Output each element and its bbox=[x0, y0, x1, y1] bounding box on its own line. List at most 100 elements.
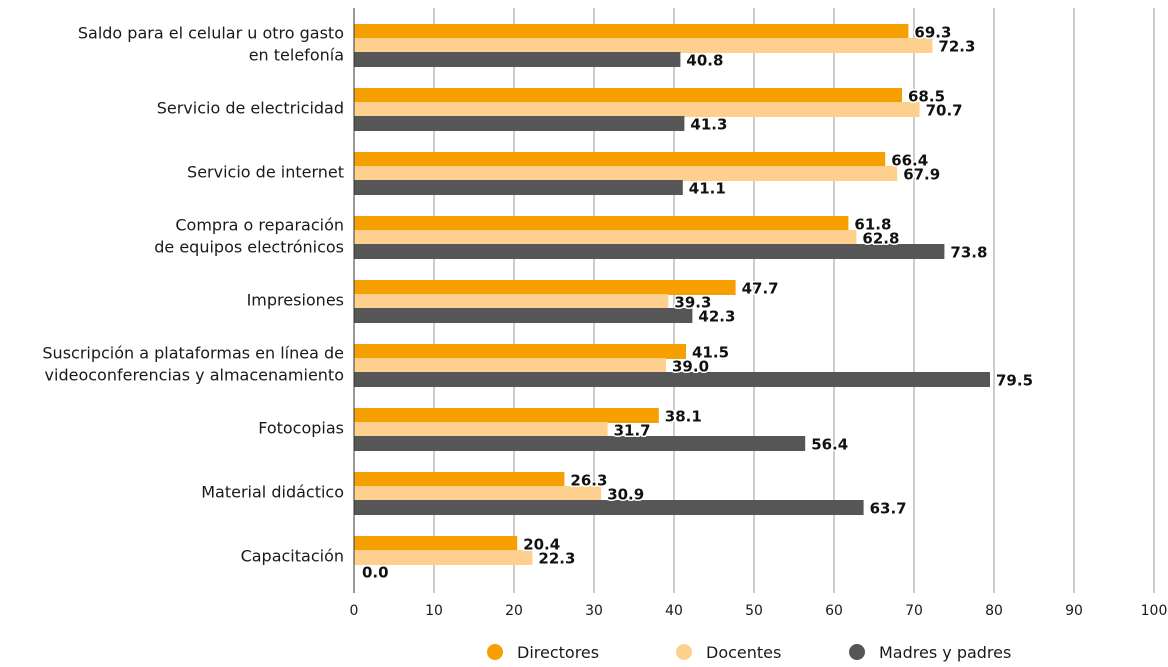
data-label: 41.5 bbox=[692, 344, 729, 362]
legend-marker bbox=[487, 644, 503, 660]
data-label-halo: 22.3 bbox=[538, 550, 575, 568]
data-label-halo: 0.0 bbox=[362, 564, 389, 582]
bars bbox=[354, 24, 990, 565]
data-label: 39.0 bbox=[672, 358, 709, 376]
data-label: 26.3 bbox=[570, 472, 607, 490]
bar-madres-y-padres bbox=[354, 308, 693, 323]
data-label-halo: 38.1 bbox=[665, 408, 702, 426]
bar-docentes bbox=[354, 38, 933, 53]
data-label: 61.8 bbox=[854, 216, 891, 234]
data-label-halo: 70.7 bbox=[926, 102, 963, 120]
bar-madres-y-padres bbox=[354, 436, 806, 451]
data-label: 39.3 bbox=[674, 294, 711, 312]
data-label: 20.4 bbox=[523, 536, 560, 554]
legend-marker bbox=[676, 644, 692, 660]
legend-label: Docentes bbox=[706, 643, 781, 662]
bar-docentes bbox=[354, 230, 857, 245]
data-label: 73.8 bbox=[950, 244, 987, 262]
data-label-halo: 56.4 bbox=[811, 436, 848, 454]
bar-directores bbox=[354, 216, 849, 231]
bar-madres-y-padres bbox=[354, 244, 945, 259]
data-label: 42.3 bbox=[698, 308, 735, 326]
data-label: 72.3 bbox=[938, 38, 975, 56]
data-label: 70.7 bbox=[926, 102, 963, 120]
data-label: 41.1 bbox=[689, 180, 726, 198]
bar-docentes bbox=[354, 166, 898, 181]
data-label: 40.8 bbox=[686, 52, 723, 70]
x-tick-label: 10 bbox=[425, 603, 443, 619]
legend-marker bbox=[849, 644, 865, 660]
bar-madres-y-padres bbox=[354, 180, 683, 195]
bar-madres-y-padres bbox=[354, 52, 681, 67]
bar-directores bbox=[354, 472, 565, 487]
bar-directores bbox=[354, 536, 518, 551]
data-label-halo: 41.3 bbox=[690, 116, 727, 134]
data-label-halo: 66.4 bbox=[891, 152, 928, 170]
data-label-halo: 20.4 bbox=[523, 536, 560, 554]
bar-docentes bbox=[354, 294, 669, 309]
category-label: Impresiones bbox=[247, 291, 344, 310]
bar-directores bbox=[354, 408, 659, 423]
data-label-halo: 61.8 bbox=[854, 216, 891, 234]
data-label: 0.0 bbox=[362, 564, 389, 582]
data-label: 31.7 bbox=[614, 422, 651, 440]
legend: Directores Docentes Madres y padres bbox=[487, 643, 1011, 662]
data-label-halo: 67.9 bbox=[903, 166, 940, 184]
x-tick-label: 0 bbox=[350, 603, 359, 619]
data-labels: 69.369.372.372.340.840.868.568.570.770.7… bbox=[361, 22, 1035, 583]
x-tick-label: 80 bbox=[985, 603, 1003, 619]
data-label-halo: 42.3 bbox=[698, 308, 735, 326]
x-tick-label: 50 bbox=[745, 603, 763, 619]
data-label: 47.7 bbox=[742, 280, 779, 298]
category-label: de equipos electrónicos bbox=[154, 238, 344, 257]
x-tick-label: 100 bbox=[1141, 603, 1168, 619]
bar-directores bbox=[354, 344, 686, 359]
x-tick-label: 90 bbox=[1065, 603, 1083, 619]
category-label: Suscripción a plataformas en línea de bbox=[42, 344, 344, 363]
data-label: 41.3 bbox=[690, 116, 727, 134]
data-label-halo: 31.7 bbox=[614, 422, 651, 440]
data-label: 79.5 bbox=[996, 372, 1033, 390]
category-label: Fotocopias bbox=[258, 419, 344, 438]
bar-madres-y-padres bbox=[354, 116, 685, 131]
data-label-halo: 40.8 bbox=[686, 52, 723, 70]
x-tick-label: 30 bbox=[585, 603, 603, 619]
data-label: 69.3 bbox=[914, 24, 951, 42]
data-label-halo: 69.3 bbox=[914, 24, 951, 42]
data-label-halo: 68.5 bbox=[908, 88, 945, 106]
category-label: videoconferencias y almacenamiento bbox=[45, 366, 344, 385]
data-label: 68.5 bbox=[908, 88, 945, 106]
data-label-halo: 41.5 bbox=[692, 344, 729, 362]
x-tick-label: 20 bbox=[505, 603, 523, 619]
category-label: Servicio de electricidad bbox=[157, 99, 344, 118]
data-label-halo: 72.3 bbox=[938, 38, 975, 56]
data-label-halo: 63.7 bbox=[870, 500, 907, 518]
data-label: 67.9 bbox=[903, 166, 940, 184]
x-tick-label: 40 bbox=[665, 603, 683, 619]
data-label: 30.9 bbox=[607, 486, 644, 504]
data-label-halo: 39.3 bbox=[674, 294, 711, 312]
axes: 0 10 20 30 40 50 60 70 80 90 100 Saldo para el celu… bbox=[42, 8, 1167, 619]
data-label-halo: 79.5 bbox=[996, 372, 1033, 390]
data-label: 22.3 bbox=[538, 550, 575, 568]
data-label-halo: 47.7 bbox=[742, 280, 779, 298]
legend-label: Madres y padres bbox=[879, 643, 1011, 662]
category-label: Material didáctico bbox=[201, 483, 344, 502]
data-label: 62.8 bbox=[862, 230, 899, 248]
data-label-halo: 73.8 bbox=[950, 244, 987, 262]
category-label: Capacitación bbox=[241, 547, 344, 566]
legend-label: Directores bbox=[517, 643, 599, 662]
bar-directores bbox=[354, 24, 909, 39]
category-label: Saldo para el celular u otro gasto bbox=[78, 24, 344, 43]
data-label: 66.4 bbox=[891, 152, 928, 170]
bar-madres-y-padres bbox=[354, 500, 864, 515]
data-label-halo: 26.3 bbox=[570, 472, 607, 490]
data-label-halo: 30.9 bbox=[607, 486, 644, 504]
bar-directores bbox=[354, 152, 886, 167]
bar-madres-y-padres bbox=[354, 372, 990, 387]
x-tick-label: 70 bbox=[905, 603, 923, 619]
bar-directores bbox=[354, 88, 902, 103]
x-tick-label: 60 bbox=[825, 603, 843, 619]
